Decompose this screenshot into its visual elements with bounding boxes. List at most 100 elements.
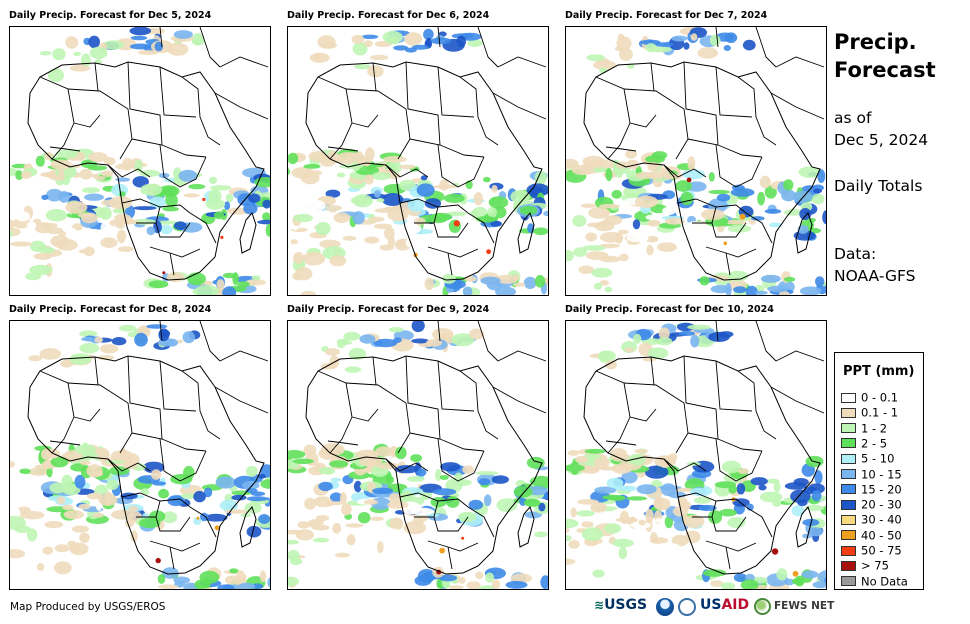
precip-field xyxy=(10,27,270,295)
panel-title: Daily Precip. Forecast for Dec 10, 2024 xyxy=(565,304,774,315)
precip-field xyxy=(10,324,270,589)
panel-title: Daily Precip. Forecast for Dec 6, 2024 xyxy=(287,10,490,21)
coastline xyxy=(305,61,543,281)
madagascar-outline xyxy=(239,212,257,254)
legend-label: 1 - 2 xyxy=(861,421,888,436)
neighbor-coastlines xyxy=(437,321,547,414)
legend-item: No Data xyxy=(841,574,908,589)
legend-swatch xyxy=(841,392,856,403)
country-borders xyxy=(595,61,777,276)
data-source-text: Data: NOAA-GFS xyxy=(834,243,915,287)
precip-map xyxy=(287,320,549,590)
precip-field xyxy=(566,322,826,589)
legend-item: 15 - 20 xyxy=(841,482,902,497)
precip-map xyxy=(9,26,271,296)
legend-swatch xyxy=(841,499,856,510)
legend-swatch xyxy=(841,545,856,556)
legend-swatch xyxy=(841,560,856,571)
legend-label: 5 - 10 xyxy=(861,451,895,466)
neighbor-coastlines xyxy=(159,321,269,414)
neighbor-coastlines xyxy=(715,27,825,120)
panel-title: Daily Precip. Forecast for Dec 7, 2024 xyxy=(565,10,768,21)
legend-item: > 75 xyxy=(841,558,889,573)
data-label: Data: xyxy=(834,245,877,263)
country-borders xyxy=(317,61,499,276)
title-line: Precip. xyxy=(834,30,917,54)
neighbor-coastlines xyxy=(437,27,547,120)
legend-title: PPT (mm) xyxy=(843,364,915,379)
as-of-label: as of xyxy=(834,109,872,127)
africa-map xyxy=(566,321,826,589)
title-line: Forecast xyxy=(834,58,936,82)
africa-map xyxy=(566,27,826,295)
as-of-text: as of Dec 5, 2024 xyxy=(834,107,928,151)
neighbor-coastlines xyxy=(715,321,825,414)
legend-swatch xyxy=(841,407,856,418)
legend-label: 15 - 20 xyxy=(861,482,902,497)
legend-swatch xyxy=(841,423,856,434)
legend-swatch xyxy=(841,514,856,525)
legend-swatch xyxy=(841,469,856,479)
country-borders xyxy=(39,355,221,570)
legend-item: 0 - 0.1 xyxy=(841,390,899,405)
legend-swatch xyxy=(841,530,856,541)
coastline xyxy=(27,61,265,281)
globe-icon xyxy=(754,598,771,615)
precip-field xyxy=(566,27,826,295)
country-borders xyxy=(317,355,499,570)
africa-map xyxy=(288,27,548,295)
coastline xyxy=(305,355,543,575)
madagascar-outline xyxy=(517,506,535,548)
africa-map xyxy=(10,321,270,589)
africa-map xyxy=(288,321,548,589)
legend-label: 30 - 40 xyxy=(861,512,902,527)
as-of-date: Dec 5, 2024 xyxy=(834,131,929,149)
legend-label: 2 - 5 xyxy=(861,436,888,451)
legend-label: 20 - 30 xyxy=(861,497,902,512)
africa-map xyxy=(10,27,270,295)
madagascar-outline xyxy=(239,506,257,548)
usaid-logo: USAID xyxy=(700,597,749,613)
legend-label: 50 - 75 xyxy=(861,543,902,558)
legend-label: 10 - 15 xyxy=(861,467,902,481)
precip-map xyxy=(565,26,827,296)
legend-label: > 75 xyxy=(861,558,889,573)
noaa-logo-icon xyxy=(656,598,674,616)
legend-item: 1 - 2 xyxy=(841,421,888,436)
coastline xyxy=(27,355,265,575)
country-borders xyxy=(39,61,221,276)
legend-item: 30 - 40 xyxy=(841,512,902,527)
precip-map xyxy=(287,26,549,296)
legend-item: 40 - 50 xyxy=(841,528,902,543)
panel-title: Daily Precip. Forecast for Dec 5, 2024 xyxy=(9,10,212,21)
legend-label: No Data xyxy=(861,574,908,589)
madagascar-outline xyxy=(795,212,813,254)
sidebar-title: Precip. Forecast xyxy=(834,28,964,84)
neighbor-coastlines xyxy=(159,27,269,120)
daily-totals-text: Daily Totals xyxy=(834,177,923,195)
fews-net-logo: FEWS NET xyxy=(774,600,835,612)
data-source: NOAA-GFS xyxy=(834,267,916,285)
legend-swatch xyxy=(841,453,856,464)
legend-swatch xyxy=(841,484,856,495)
legend-swatch xyxy=(841,576,856,587)
legend-item: 0.1 - 1 xyxy=(841,405,898,420)
legend-swatch xyxy=(841,438,856,449)
precip-map xyxy=(565,320,827,590)
coastline xyxy=(583,61,821,281)
usgs-logo: ≋USGS xyxy=(594,597,647,613)
precip-field xyxy=(288,28,548,295)
panel-title: Daily Precip. Forecast for Dec 8, 2024 xyxy=(9,304,212,315)
legend-label: 0 - 0.1 xyxy=(861,390,899,405)
precip-map xyxy=(9,320,271,590)
legend-item: 50 - 75 xyxy=(841,543,902,558)
seal-logo-icon xyxy=(678,598,696,616)
country-borders xyxy=(595,355,777,570)
precip-field xyxy=(288,321,548,589)
coastline xyxy=(583,355,821,575)
madagascar-outline xyxy=(517,212,535,254)
partner-logos: ≋USGS USAID FEWS NET xyxy=(594,597,834,617)
legend-item: 5 - 10 xyxy=(841,451,895,466)
panel-title: Daily Precip. Forecast for Dec 9, 2024 xyxy=(287,304,490,315)
legend-label: 40 - 50 xyxy=(861,528,902,543)
